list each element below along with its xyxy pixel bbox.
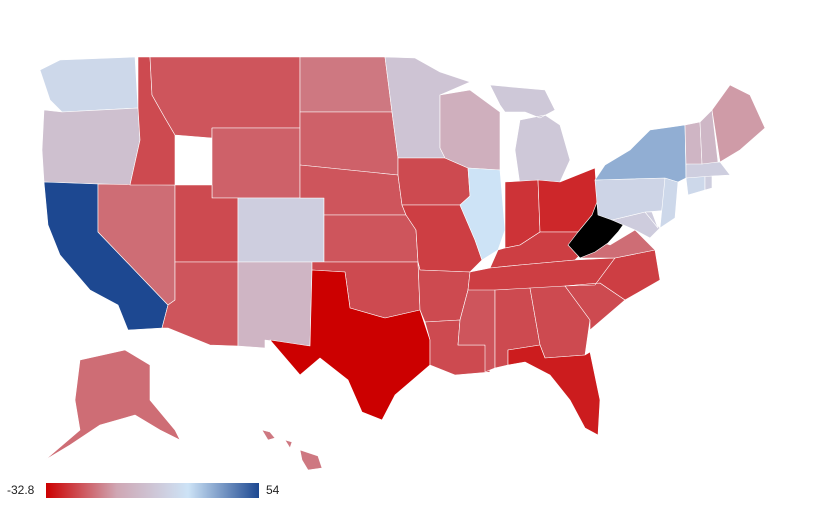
state-tx[interactable] (269, 269, 431, 421)
legend-max-label: 54 (266, 483, 280, 497)
state-ri[interactable] (704, 175, 713, 191)
state-vt[interactable] (684, 121, 703, 165)
state-hi[interactable] (261, 429, 323, 471)
state-ny[interactable] (594, 124, 687, 183)
state-sd[interactable] (299, 111, 399, 176)
state-ks[interactable] (323, 214, 419, 263)
state-wa[interactable] (39, 56, 139, 113)
state-ma[interactable] (685, 161, 731, 179)
state-wy[interactable] (211, 127, 301, 199)
state-nh[interactable] (699, 109, 719, 165)
state-co[interactable] (237, 197, 325, 263)
state-ct[interactable] (685, 175, 706, 196)
state-ia[interactable] (397, 157, 471, 206)
state-wi[interactable] (439, 89, 501, 171)
state-ak[interactable] (44, 349, 181, 461)
state-me[interactable] (711, 84, 766, 163)
state-nm[interactable] (237, 261, 313, 349)
state-nd[interactable] (299, 56, 393, 113)
legend-min-label: -32.8 (7, 483, 35, 497)
color-legend: -32.8 54 (0, 480, 300, 502)
state-fl[interactable] (507, 344, 601, 436)
state-mt[interactable] (149, 56, 301, 139)
state-pa[interactable] (594, 177, 671, 221)
legend-gradient-bar (46, 483, 259, 498)
state-mi[interactable] (489, 84, 571, 186)
state-il[interactable] (459, 167, 506, 261)
state-or[interactable] (41, 107, 141, 186)
